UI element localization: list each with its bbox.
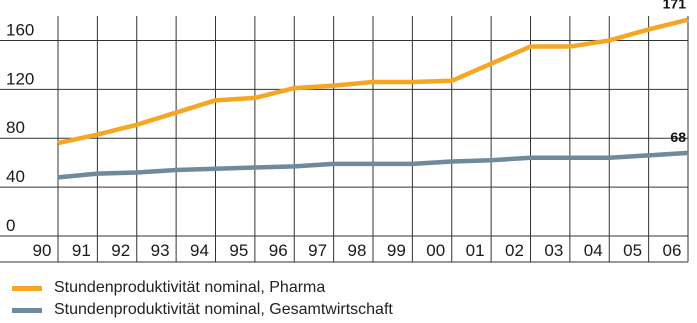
x-tick-label-92: 92 <box>111 241 130 260</box>
y-tick-label-80: 80 <box>6 118 25 137</box>
legend-label-pharma: Stundenproduktivität nominal, Pharma <box>54 279 326 296</box>
y-tick-label-120: 120 <box>6 69 34 88</box>
x-tick-label-95: 95 <box>229 241 248 260</box>
legend-item-pharma: Stundenproduktivität nominal, Pharma <box>12 278 393 298</box>
legend: Stundenproduktivität nominal, Pharma Stu… <box>12 278 393 322</box>
legend-item-gesamtwirtschaft: Stundenproduktivität nominal, Gesamtwirt… <box>12 300 393 320</box>
end-value-labels: 171 68 <box>663 0 687 145</box>
end-label-series-1: 68 <box>670 129 686 145</box>
x-tick-label-06: 06 <box>663 241 682 260</box>
x-tick-label-99: 99 <box>387 241 406 260</box>
x-tick-label-00: 00 <box>426 241 445 260</box>
y-tick-label-40: 40 <box>6 167 25 186</box>
x-tick-label-91: 91 <box>72 241 91 260</box>
x-tick-label-97: 97 <box>308 241 327 260</box>
y-tick-label-0: 0 <box>6 216 15 235</box>
series-lines <box>57 17 689 180</box>
x-tick-label-04: 04 <box>584 241 603 260</box>
legend-swatch-gesamtwirtschaft <box>12 307 42 313</box>
x-tick-label-96: 96 <box>269 241 288 260</box>
legend-label-gesamtwirtschaft: Stundenproduktivität nominal, Gesamtwirt… <box>54 301 393 318</box>
x-tick-label-01: 01 <box>466 241 485 260</box>
x-tick-label-90: 90 <box>33 241 52 260</box>
series-line-0 <box>57 17 689 146</box>
x-tick-label-02: 02 <box>505 241 524 260</box>
end-label-series-0: 171 <box>663 0 687 12</box>
legend-swatch-pharma <box>12 285 42 291</box>
x-tick-label-94: 94 <box>190 241 209 260</box>
x-tick-label-05: 05 <box>623 241 642 260</box>
series-line-1 <box>57 150 689 180</box>
x-tick-label-98: 98 <box>348 241 367 260</box>
x-tick-label-03: 03 <box>544 241 563 260</box>
x-axis-tick-labels: 90 91 92 93 94 95 96 97 98 99 00 01 02 03 04 05 06 <box>33 241 682 260</box>
y-axis-tick-labels: 0 40 80 120 160 <box>6 20 34 235</box>
x-tick-label-93: 93 <box>151 241 170 260</box>
y-tick-label-160: 160 <box>6 20 34 39</box>
grid-lines <box>0 16 689 263</box>
